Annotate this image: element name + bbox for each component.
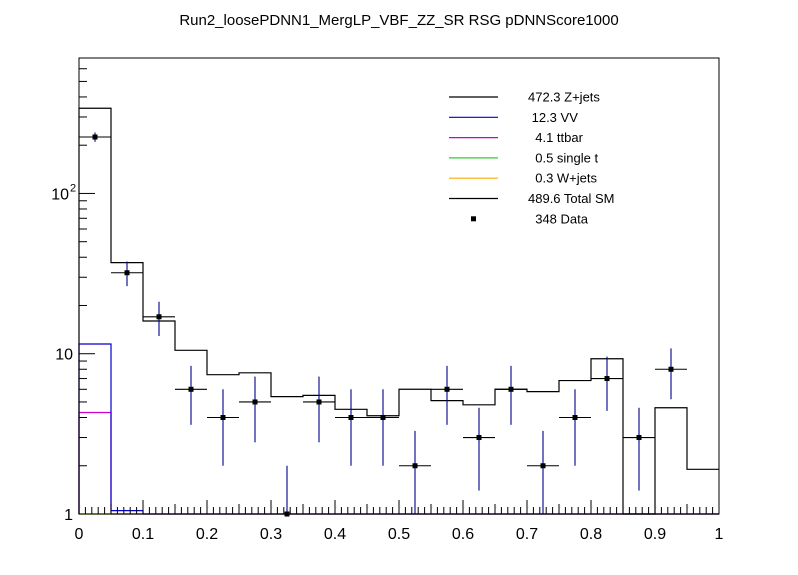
legend-label: 12.3 VV bbox=[528, 110, 578, 125]
x-tick-label: 0.8 bbox=[580, 526, 602, 543]
legend: 472.3 Z+jets 12.3 VV 4.1 ttbar 0.5 singl… bbox=[449, 90, 614, 226]
data-point bbox=[220, 415, 226, 421]
data-point bbox=[252, 399, 258, 405]
data-points-layer bbox=[79, 132, 687, 517]
data-point bbox=[604, 376, 610, 382]
legend-label: 348 Data bbox=[528, 211, 589, 226]
data-point bbox=[540, 463, 546, 469]
histogram-layer bbox=[78, 107, 719, 515]
legend-label: 489.6 Total SM bbox=[528, 191, 614, 206]
x-tick-label: 0.5 bbox=[388, 526, 410, 543]
data-point bbox=[668, 366, 674, 372]
data-point bbox=[572, 415, 578, 421]
y-tick-label: 1 bbox=[64, 507, 73, 524]
data-point bbox=[444, 386, 450, 392]
x-tick-label: 0.6 bbox=[452, 526, 474, 543]
y-tick-label: 10 bbox=[51, 186, 69, 203]
legend-label: 472.3 Z+jets bbox=[528, 90, 600, 105]
legend-label: 4.1 ttbar bbox=[528, 130, 584, 145]
hist-z-jets bbox=[78, 107, 719, 515]
chart-title: Run2_loosePDNN1_MergLP_VBF_ZZ_SR RSG pDN… bbox=[179, 12, 618, 29]
data-point bbox=[508, 386, 514, 392]
data-point bbox=[124, 270, 130, 276]
data-point bbox=[636, 435, 642, 441]
x-tick-label: 0.4 bbox=[324, 526, 346, 543]
data-point bbox=[380, 415, 386, 421]
legend-label: 0.5 single t bbox=[528, 150, 598, 165]
x-tick-label: 0.9 bbox=[644, 526, 666, 543]
x-tick-label: 0 bbox=[75, 526, 84, 543]
legend-marker-data bbox=[471, 216, 476, 222]
x-tick-label: 0.7 bbox=[516, 526, 538, 543]
x-tick-label: 0.2 bbox=[196, 526, 218, 543]
data-point bbox=[412, 463, 418, 469]
x-tick-label: 1 bbox=[715, 526, 724, 543]
data-point bbox=[348, 415, 354, 421]
data-point bbox=[156, 314, 162, 320]
legend-label: 0.3 W+jets bbox=[528, 171, 597, 186]
y-tick-exponent: 2 bbox=[70, 182, 76, 194]
data-point bbox=[316, 399, 322, 405]
x-tick-label: 0.3 bbox=[260, 526, 282, 543]
data-point bbox=[476, 435, 482, 441]
y-tick-label: 10 bbox=[55, 347, 73, 364]
data-point bbox=[92, 134, 98, 140]
data-point bbox=[188, 386, 194, 392]
x-tick-label: 0.1 bbox=[132, 526, 154, 543]
